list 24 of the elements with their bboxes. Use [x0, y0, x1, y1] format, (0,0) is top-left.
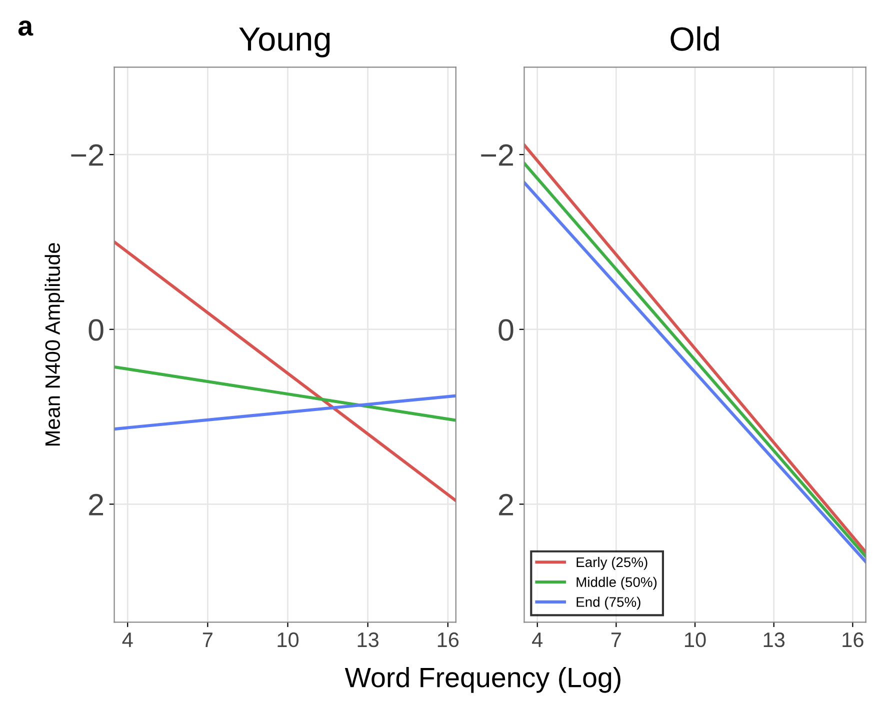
x-tick-label: 7 — [611, 632, 621, 647]
x-tick-label: 10 — [685, 632, 706, 648]
y-tick-label: −2 — [481, 144, 513, 166]
x-tick-label: 13 — [764, 632, 785, 648]
legend-label: Middle (50%) — [576, 576, 657, 590]
x-tick-label: 10 — [278, 632, 299, 648]
y-axis-title: Mean N400 Amplitude — [44, 243, 64, 446]
x-axis-title: Word Frequency (Log) — [344, 666, 620, 693]
x-tick-label: 4 — [532, 632, 543, 647]
y-tick-label: −2 — [71, 144, 104, 166]
chart-title: Old — [670, 26, 719, 51]
legend-label: End (75%) — [576, 596, 640, 610]
y-tick-label: 2 — [89, 494, 104, 516]
x-tick-label: 16 — [438, 632, 459, 648]
x-tick-label: 16 — [842, 632, 864, 648]
text: a — [18, 20, 34, 36]
x-tick-label: 13 — [358, 632, 378, 648]
y-tick-label: 2 — [499, 494, 513, 516]
y-tick-label: 0 — [88, 319, 104, 341]
legend-label: Early (25%) — [576, 556, 648, 570]
x-tick-label: 4 — [122, 632, 133, 647]
y-tick-label: 0 — [498, 319, 514, 341]
chart-title: Young — [239, 28, 330, 58]
x-tick-label: 7 — [202, 632, 212, 647]
